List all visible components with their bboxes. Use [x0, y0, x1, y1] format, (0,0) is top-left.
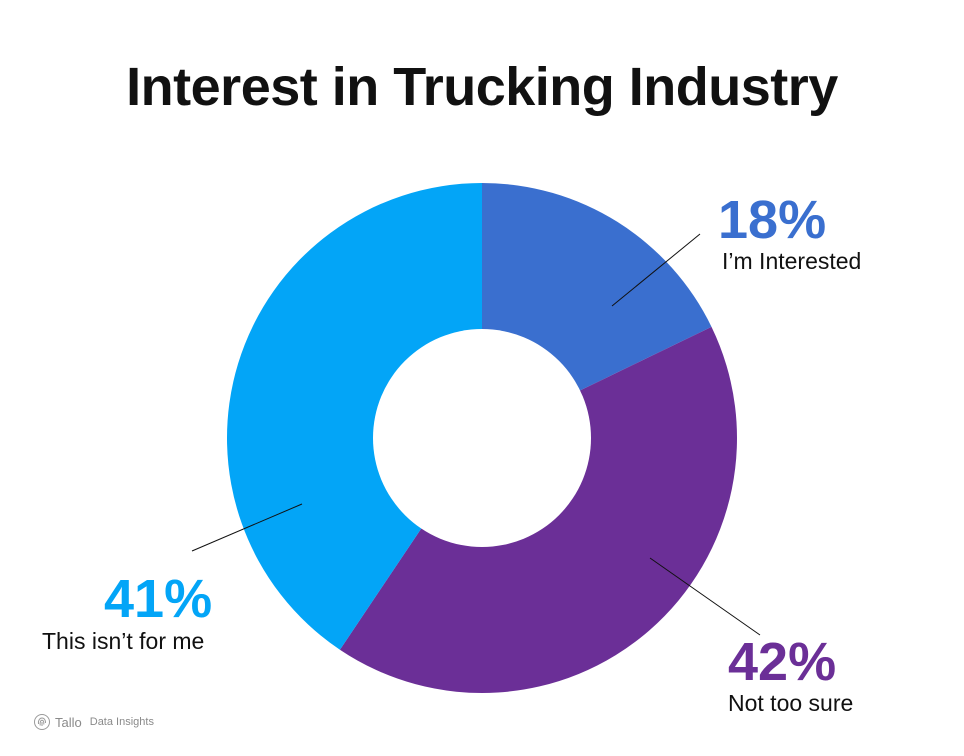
slice-label-1: I’m Interested — [722, 248, 861, 274]
slice-label-3: This isn’t for me — [42, 628, 204, 654]
chart-title: Interest in Trucking Industry — [126, 57, 838, 117]
slice-percent-1: 18% — [718, 190, 826, 250]
slice-label-2: Not too sure — [728, 690, 853, 716]
fingerprint-icon — [34, 714, 50, 730]
donut-hole — [373, 329, 591, 547]
brand-name: Tallo — [55, 714, 82, 730]
slice-labels: 18%I’m Interested 42%Not too sure 41%This … — [42, 190, 861, 716]
slice-percent-3: 41% — [104, 569, 212, 629]
leader-line-1 — [611, 233, 701, 307]
brand-footer: Tallo Data Insights — [33, 713, 154, 731]
donut-slice-3 — [226, 183, 482, 650]
brand-tagline: Data Insights — [89, 716, 154, 728]
leader-line-2 — [649, 557, 761, 636]
leader-lines — [191, 233, 761, 636]
slice-percent-2: 42% — [728, 632, 836, 692]
leader-line-3 — [191, 503, 303, 552]
